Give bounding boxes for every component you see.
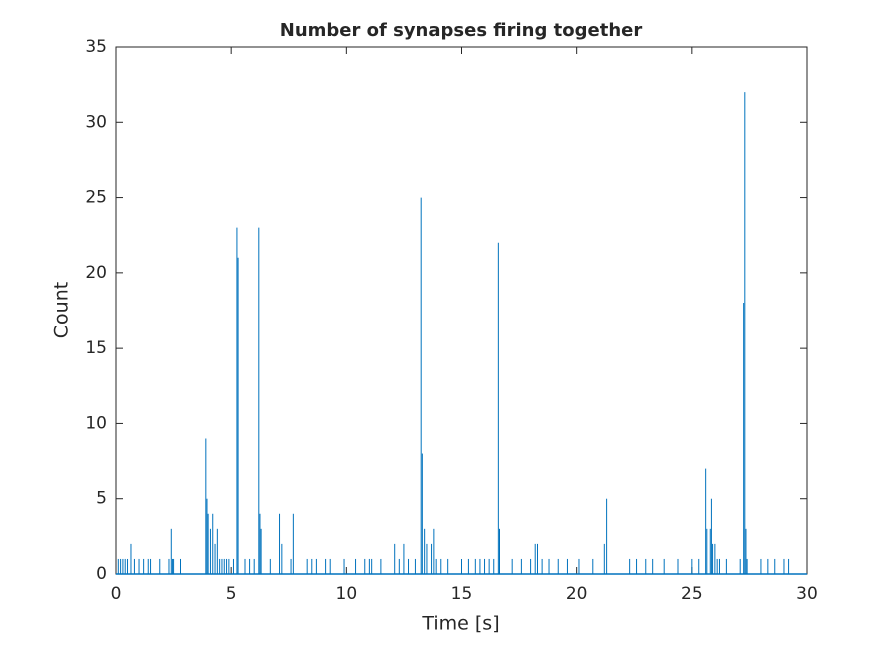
y-tick-label: 15 [85,338,107,358]
chart-title: Number of synapses firing together [280,20,643,41]
y-tick-label: 20 [85,263,107,283]
y-tick-label: 10 [85,413,107,433]
y-tick-label: 5 [96,489,107,509]
x-axis-label: Time [s] [421,613,499,635]
x-tick-label: 25 [681,584,703,604]
y-tick-label: 30 [85,112,107,132]
x-tick-label: 10 [336,584,358,604]
y-axis-label: Count [51,282,73,338]
x-tick-label: 20 [566,584,588,604]
y-tick-label: 35 [85,37,107,57]
y-tick-label: 0 [96,564,107,584]
x-tick-label: 5 [226,584,237,604]
x-tick-label: 0 [111,584,122,604]
x-tick-label: 15 [451,584,473,604]
y-tick-label: 25 [85,188,107,208]
x-tick-label: 30 [796,584,818,604]
